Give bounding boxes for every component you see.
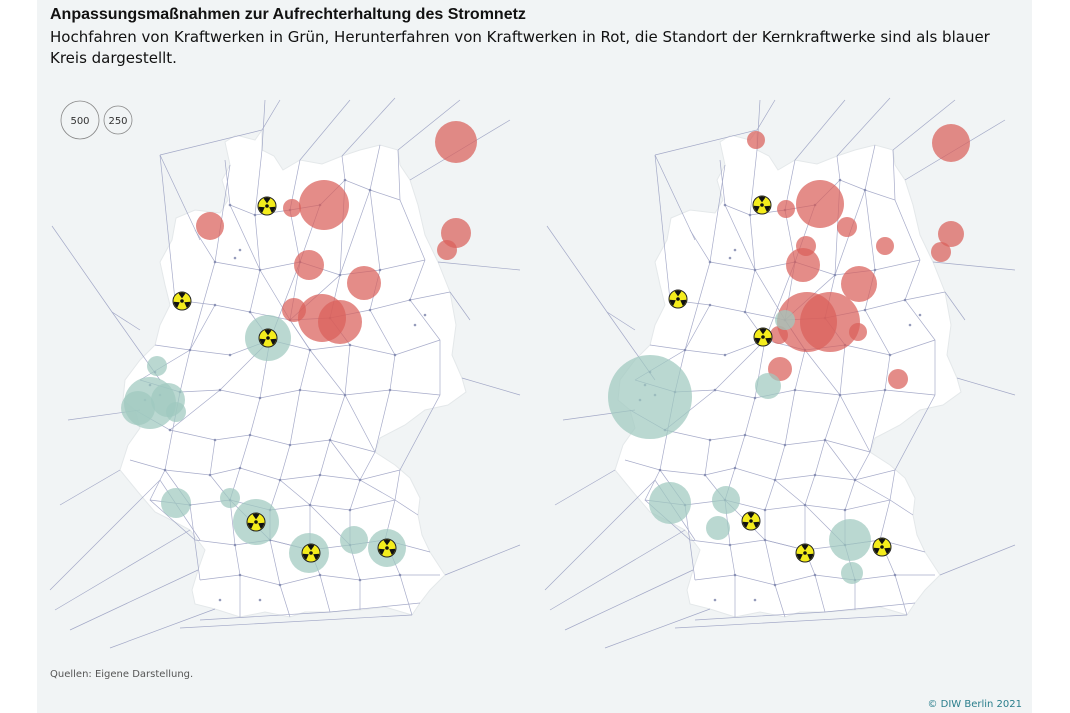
down-circle — [747, 131, 765, 149]
radiation-icon — [258, 328, 278, 348]
size-legend: 500 250 — [60, 100, 133, 140]
down-circle — [888, 369, 908, 389]
down-circle — [841, 266, 877, 302]
figure-title: Anpassungsmaßnahmen zur Aufrechterhaltun… — [50, 6, 526, 23]
up-circle — [829, 519, 871, 561]
figure-subtitle: Hochfahren von Kraftwerken in Grün, Heru… — [50, 28, 990, 67]
legend-circle-small — [103, 105, 133, 135]
legend-label-small: 250 — [108, 116, 127, 127]
up-circle — [161, 488, 191, 518]
radiation-icon — [301, 543, 321, 563]
up-circles-left — [121, 315, 406, 573]
up-circle — [841, 562, 863, 584]
radiation-icon — [872, 537, 892, 557]
source-note: Quellen: Eigene Darstellung. — [50, 669, 194, 680]
radiation-icon — [753, 327, 773, 347]
down-circle — [435, 121, 477, 163]
down-circle — [876, 237, 894, 255]
down-circle — [931, 242, 951, 262]
down-circle — [437, 240, 457, 260]
up-circle — [166, 402, 186, 422]
up-circle — [147, 356, 167, 376]
radiation-icon — [795, 543, 815, 563]
down-circle — [932, 124, 970, 162]
up-circle — [608, 355, 692, 439]
down-circle — [837, 217, 857, 237]
map-left — [49, 97, 521, 649]
legend-label-large: 500 — [70, 116, 89, 127]
down-circle — [849, 323, 867, 341]
up-circle — [340, 526, 368, 554]
down-circle — [196, 212, 224, 240]
down-circles-right — [747, 124, 970, 389]
up-circle — [706, 516, 730, 540]
down-circle — [770, 326, 788, 344]
up-circle — [121, 391, 155, 425]
down-circles-left — [196, 121, 477, 344]
copyright-note: © DIW Berlin 2021 — [927, 699, 1022, 710]
radiation-icon — [752, 195, 772, 215]
down-circle — [796, 180, 844, 228]
down-circle — [347, 266, 381, 300]
up-circle — [775, 310, 795, 330]
up-circle — [220, 488, 240, 508]
radiation-icon — [668, 289, 688, 309]
down-circle — [299, 180, 349, 230]
down-circle — [938, 221, 964, 247]
down-circle — [282, 298, 306, 322]
down-circle — [294, 250, 324, 280]
up-circle — [755, 373, 781, 399]
legend-circle-large — [60, 100, 100, 140]
up-circle — [712, 486, 740, 514]
germany-grid-map-left — [49, 97, 521, 649]
radiation-icon — [172, 291, 192, 311]
down-circle — [318, 300, 362, 344]
up-circle — [649, 482, 691, 524]
radiation-icon — [257, 196, 277, 216]
map-right — [544, 97, 1016, 649]
up-circles-right — [608, 310, 871, 584]
down-circle — [283, 199, 301, 217]
down-circle — [800, 292, 860, 352]
radiation-icon — [377, 538, 397, 558]
down-circle — [777, 200, 795, 218]
radiation-icon — [246, 512, 266, 532]
radiation-icon — [741, 511, 761, 531]
down-circle — [786, 248, 820, 282]
